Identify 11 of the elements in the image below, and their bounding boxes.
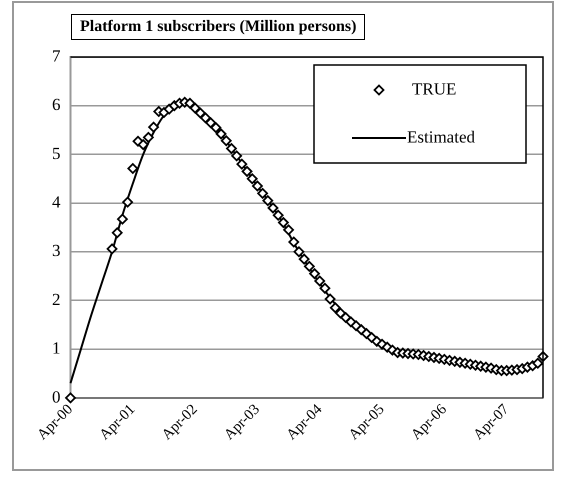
y-tick-label: 1 bbox=[52, 338, 60, 358]
y-tick-label: 3 bbox=[52, 241, 60, 260]
legend-label: TRUE bbox=[412, 79, 456, 98]
y-tick-label: 6 bbox=[52, 95, 60, 114]
y-tick-label: 0 bbox=[52, 387, 60, 406]
legend-label: Estimated bbox=[407, 127, 476, 146]
y-tick-label: 2 bbox=[52, 290, 60, 309]
y-tick-label: 5 bbox=[52, 144, 60, 163]
y-tick-label: 4 bbox=[52, 192, 61, 212]
y-tick-label: 7 bbox=[52, 46, 61, 66]
chart-title: Platform 1 subscribers (Million persons) bbox=[71, 14, 366, 40]
